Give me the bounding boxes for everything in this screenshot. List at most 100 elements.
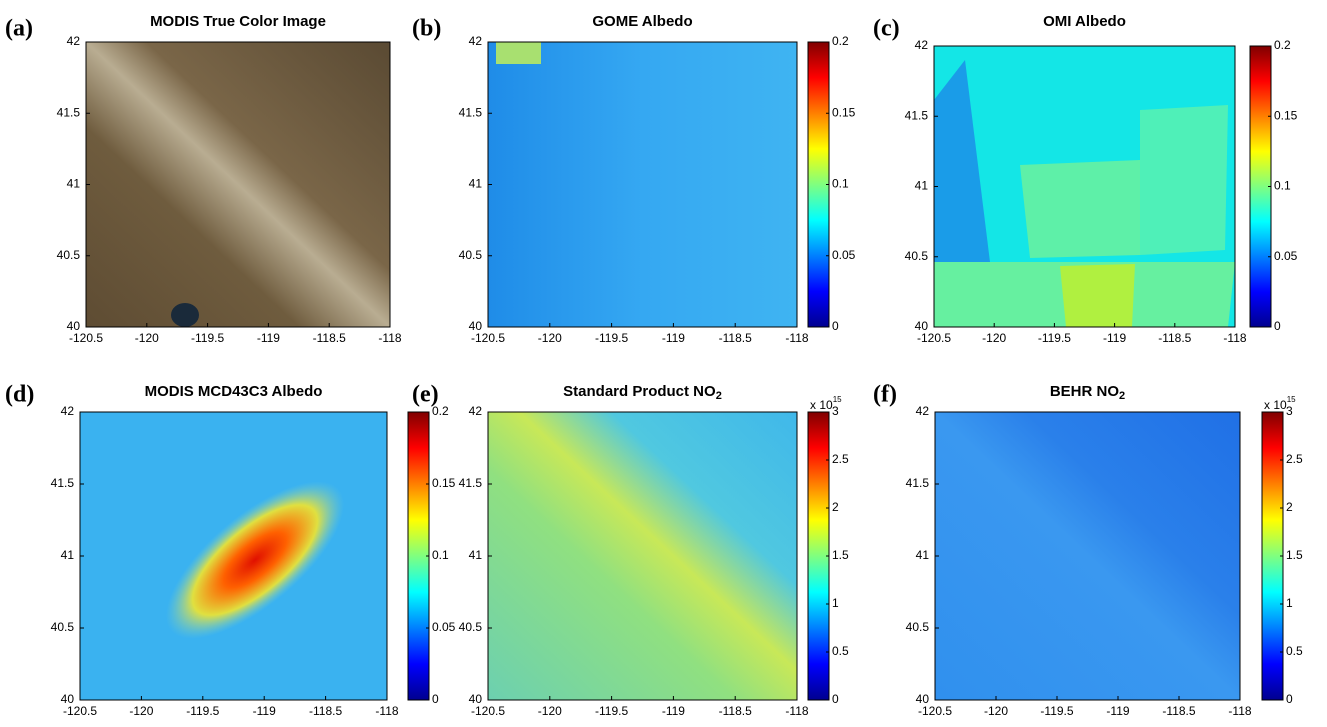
y-tick-label: 41.5 bbox=[459, 476, 483, 490]
x-tick-label: -118.5 bbox=[719, 331, 752, 345]
y-tick-label: 40.5 bbox=[459, 620, 483, 634]
image-field bbox=[171, 303, 199, 327]
colorbar-tick-label: 0 bbox=[832, 692, 839, 706]
y-tick-label: 41.5 bbox=[906, 476, 930, 490]
x-tick-label: -120.5 bbox=[471, 704, 505, 718]
x-tick-label: -120 bbox=[982, 331, 1006, 345]
x-tick-label: -119 bbox=[662, 704, 685, 718]
panel-title: MODIS True Color Image bbox=[150, 13, 326, 30]
panel-label: (d) bbox=[5, 382, 34, 408]
colorbar-tick-label: 2 bbox=[1286, 500, 1293, 514]
y-tick-label: 41 bbox=[61, 548, 75, 562]
panel-title: GOME Albedo bbox=[592, 13, 692, 30]
x-tick-label: -119.5 bbox=[1038, 331, 1071, 345]
colorbar-tick-label: 2.5 bbox=[1286, 452, 1303, 466]
image-field bbox=[165, 481, 345, 639]
title-text: MODIS True Color Image bbox=[150, 13, 326, 30]
x-tick-label: -119 bbox=[662, 331, 685, 345]
title-subscript: 2 bbox=[1119, 390, 1125, 402]
y-tick-label: 41 bbox=[915, 179, 929, 193]
y-tick-label: 41 bbox=[67, 177, 81, 191]
x-tick-label: -119 bbox=[1106, 704, 1129, 718]
colorbar-tick-label: 0 bbox=[1286, 692, 1293, 706]
panel-label: (c) bbox=[873, 16, 900, 42]
colorbar-tick-label: 1.5 bbox=[1286, 548, 1303, 562]
colorbar bbox=[407, 411, 430, 701]
x-tick-label: -120.5 bbox=[63, 704, 97, 718]
colorbar-multiplier: x 1015 bbox=[1264, 395, 1296, 412]
y-tick-label: 41 bbox=[469, 177, 483, 191]
colorbar-tick-label: 1 bbox=[1286, 596, 1293, 610]
image-field bbox=[1060, 264, 1135, 327]
colorbar-tick-label: 0.2 bbox=[832, 34, 849, 48]
y-tick-label: 40 bbox=[469, 319, 483, 333]
x-tick-label: -118.5 bbox=[313, 331, 346, 345]
colorbar-tick-label: 0.1 bbox=[432, 548, 449, 562]
y-tick-label: 41.5 bbox=[459, 105, 483, 119]
x-tick-label: -118.5 bbox=[1158, 331, 1191, 345]
colorbar-tick-label: 0.15 bbox=[1274, 108, 1298, 122]
y-tick-label: 41 bbox=[469, 548, 483, 562]
y-tick-label: 41 bbox=[916, 548, 930, 562]
y-tick-label: 42 bbox=[61, 404, 75, 418]
panel-title: Standard Product NO2 bbox=[563, 383, 722, 402]
panel-label: (a) bbox=[5, 16, 33, 42]
y-tick-label: 42 bbox=[915, 38, 929, 52]
panel-title: OMI Albedo bbox=[1043, 13, 1126, 30]
colorbar-tick-label: 0.5 bbox=[1286, 644, 1303, 658]
x-tick-label: -118 bbox=[1228, 704, 1251, 718]
panel-label: (e) bbox=[412, 382, 439, 408]
x-tick-label: -119 bbox=[1103, 331, 1126, 345]
colorbar-tick-label: 0.2 bbox=[1274, 38, 1291, 52]
image-field bbox=[488, 42, 797, 327]
colorbar-tick-label: 0.5 bbox=[832, 644, 849, 658]
colorbar-tick-label: 1.5 bbox=[832, 548, 849, 562]
y-tick-label: 41.5 bbox=[57, 105, 81, 119]
colorbar-tick-label: 3 bbox=[832, 404, 839, 418]
multiplier-base: x 10 bbox=[810, 398, 833, 412]
multiplier-base: x 10 bbox=[1264, 398, 1287, 412]
x-tick-label: -118 bbox=[785, 331, 808, 345]
x-tick-label: -120 bbox=[538, 704, 562, 718]
multiplier-exponent: 15 bbox=[833, 395, 842, 404]
y-tick-label: 41.5 bbox=[51, 476, 75, 490]
x-tick-label: -120 bbox=[129, 704, 153, 718]
x-tick-label: -119 bbox=[257, 331, 280, 345]
colorbar-tick-label: 1 bbox=[832, 596, 839, 610]
title-text: Standard Product NO bbox=[563, 383, 716, 400]
x-tick-label: -118.5 bbox=[1162, 704, 1195, 718]
colorbar-tick-label: 0 bbox=[1274, 319, 1281, 333]
x-tick-label: -120.5 bbox=[471, 331, 505, 345]
y-tick-label: 42 bbox=[67, 34, 81, 48]
colorbar-tick-label: 0.05 bbox=[432, 620, 456, 634]
title-subscript: 2 bbox=[716, 390, 722, 402]
x-tick-label: -120 bbox=[984, 704, 1008, 718]
colorbar-tick-label: 0 bbox=[432, 692, 439, 706]
y-tick-label: 40 bbox=[916, 692, 930, 706]
y-tick-label: 40.5 bbox=[906, 620, 930, 634]
x-tick-label: -119.5 bbox=[1040, 704, 1073, 718]
colorbar-tick-label: 0.1 bbox=[1274, 179, 1291, 193]
panel-title: BEHR NO2 bbox=[1050, 383, 1125, 402]
colorbar bbox=[1249, 45, 1272, 328]
colorbar-tick-label: 0.15 bbox=[432, 476, 456, 490]
x-tick-label: -119.5 bbox=[595, 704, 628, 718]
title-text: GOME Albedo bbox=[592, 13, 692, 30]
y-tick-label: 41.5 bbox=[905, 108, 929, 122]
x-tick-label: -120.5 bbox=[917, 331, 951, 345]
x-tick-label: -119 bbox=[253, 704, 276, 718]
multiplier-exponent: 15 bbox=[1287, 395, 1296, 404]
colorbar-tick-label: 3 bbox=[1286, 404, 1293, 418]
colorbar-tick-label: 0.05 bbox=[1274, 249, 1298, 263]
image-field bbox=[935, 412, 1240, 700]
title-text: BEHR NO bbox=[1050, 383, 1120, 400]
y-tick-label: 42 bbox=[916, 404, 930, 418]
x-tick-label: -119.5 bbox=[186, 704, 219, 718]
y-tick-label: 40.5 bbox=[905, 249, 929, 263]
image-field bbox=[496, 42, 541, 64]
y-tick-label: 40 bbox=[915, 319, 929, 333]
colorbar bbox=[807, 411, 830, 701]
colorbar-tick-label: 0.1 bbox=[832, 177, 849, 191]
colorbar-multiplier: x 1015 bbox=[810, 395, 842, 412]
